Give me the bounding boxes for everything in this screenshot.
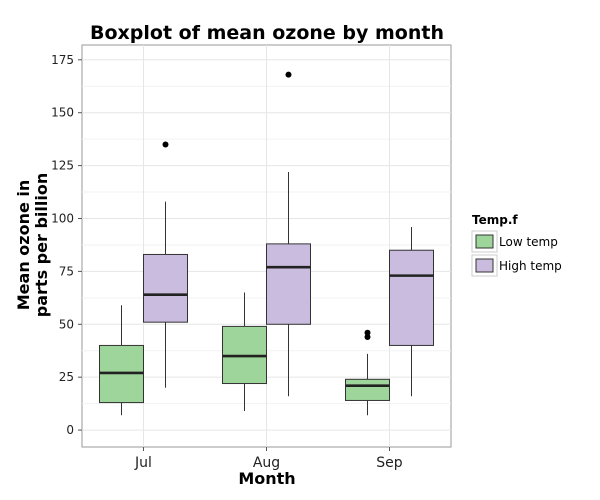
y-axis-title: Mean ozone in parts per billion <box>14 173 51 317</box>
x-tick-label-aug: Aug <box>253 455 280 471</box>
y-tick-label: 25 <box>59 370 74 384</box>
x-axis-title: Month <box>238 469 295 488</box>
y-axis: 0 25 50 75 100 125 150 175 <box>51 53 82 437</box>
y-tick-label: 0 <box>66 423 74 437</box>
box-low-temp-jul <box>99 305 144 416</box>
y-tick-label: 50 <box>59 317 74 331</box>
box-high-temp-aug-outlier <box>285 71 292 78</box>
y-tick-label: 75 <box>59 264 74 278</box>
legend-title: Temp.f <box>472 213 518 227</box>
box-high-temp-aug-iqr <box>266 243 311 325</box>
x-tick-label-sep: Sep <box>376 455 403 471</box>
box-low-temp-sep-outlier <box>364 333 371 340</box>
chart-title: Boxplot of mean ozone by month <box>90 22 444 44</box>
legend-label-low-temp: Low temp <box>499 235 558 249</box>
box-high-temp-sep <box>389 226 434 397</box>
box-high-temp-aug <box>266 71 311 397</box>
box-low-temp-aug <box>222 292 267 412</box>
legend: Temp.f Low temp High temp <box>471 213 562 277</box>
boxplot-marks <box>99 71 434 416</box>
x-tick-label-jul: Jul <box>134 455 152 471</box>
y-tick-label: 150 <box>51 106 74 120</box>
legend-key-high-temp <box>475 258 494 273</box>
box-low-temp-sep-iqr <box>345 378 390 401</box>
box-high-temp-sep-iqr <box>389 249 434 346</box>
legend-label-high-temp: High temp <box>499 259 562 273</box>
y-axis-title-line-1: Mean ozone in <box>14 180 33 311</box>
y-tick-label: 175 <box>51 53 74 67</box>
y-axis-title-line-2: parts per billion <box>32 173 51 317</box>
y-tick-label: 125 <box>51 159 74 173</box>
box-low-temp-sep <box>345 329 390 416</box>
box-high-temp-jul-outlier <box>162 141 169 148</box>
box-high-temp-jul <box>143 141 188 388</box>
legend-key-low-temp <box>475 234 494 249</box>
box-high-temp-jul-iqr <box>143 253 188 323</box>
box-low-temp-sep-outlier <box>364 329 371 336</box>
x-axis: Jul Aug Sep <box>134 447 403 471</box>
y-tick-label: 100 <box>51 211 74 225</box>
